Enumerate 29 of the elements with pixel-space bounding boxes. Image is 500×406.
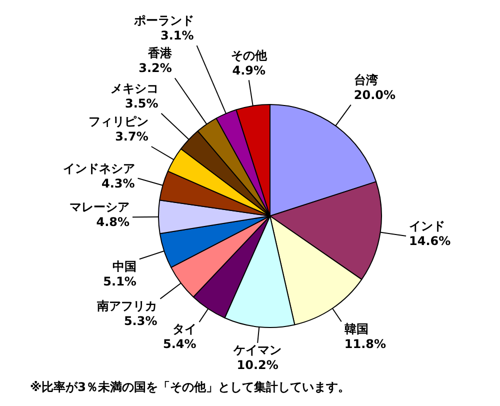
data-label: 4.8% bbox=[96, 215, 130, 230]
data-label: 3.2% bbox=[138, 61, 172, 76]
data-label: 5.1% bbox=[103, 274, 136, 288]
slice-label: ポーランド bbox=[132, 14, 194, 28]
slice-label: その他 bbox=[230, 48, 268, 62]
slice-label: 香港 bbox=[146, 46, 173, 60]
slice-label: タイ bbox=[172, 322, 196, 336]
data-label: 3.1% bbox=[160, 28, 194, 43]
data-label: 5.3% bbox=[124, 314, 158, 328]
data-label: 11.8% bbox=[344, 336, 386, 351]
slice-label: インドネシア bbox=[62, 161, 135, 176]
text: ※比率が3％未満の国を「その他」として集計しています。 bbox=[30, 380, 350, 394]
slice-label: 南アフリカ bbox=[96, 298, 158, 313]
data-label: 3.5% bbox=[124, 96, 158, 111]
slice-label: フィリピン bbox=[88, 114, 148, 129]
data-label: 4.3% bbox=[102, 176, 135, 190]
data-label: 4.9% bbox=[232, 63, 266, 78]
data-label: 10.2% bbox=[236, 358, 278, 372]
slice-label: 韓国 bbox=[344, 322, 368, 336]
data-label: 20.0% bbox=[354, 88, 396, 102]
data-label: 3.7% bbox=[115, 130, 148, 144]
slice-label: インド bbox=[409, 219, 446, 234]
slice-label: ケイマン bbox=[232, 343, 282, 358]
slice-label: マレーシア bbox=[70, 200, 130, 214]
slice-label: メキシコ bbox=[110, 82, 158, 96]
slice-label: 台湾 bbox=[354, 72, 378, 87]
data-label: 5.4% bbox=[162, 337, 196, 352]
slice-label: 中国 bbox=[112, 259, 136, 274]
data-label: 14.6% bbox=[409, 234, 451, 248]
